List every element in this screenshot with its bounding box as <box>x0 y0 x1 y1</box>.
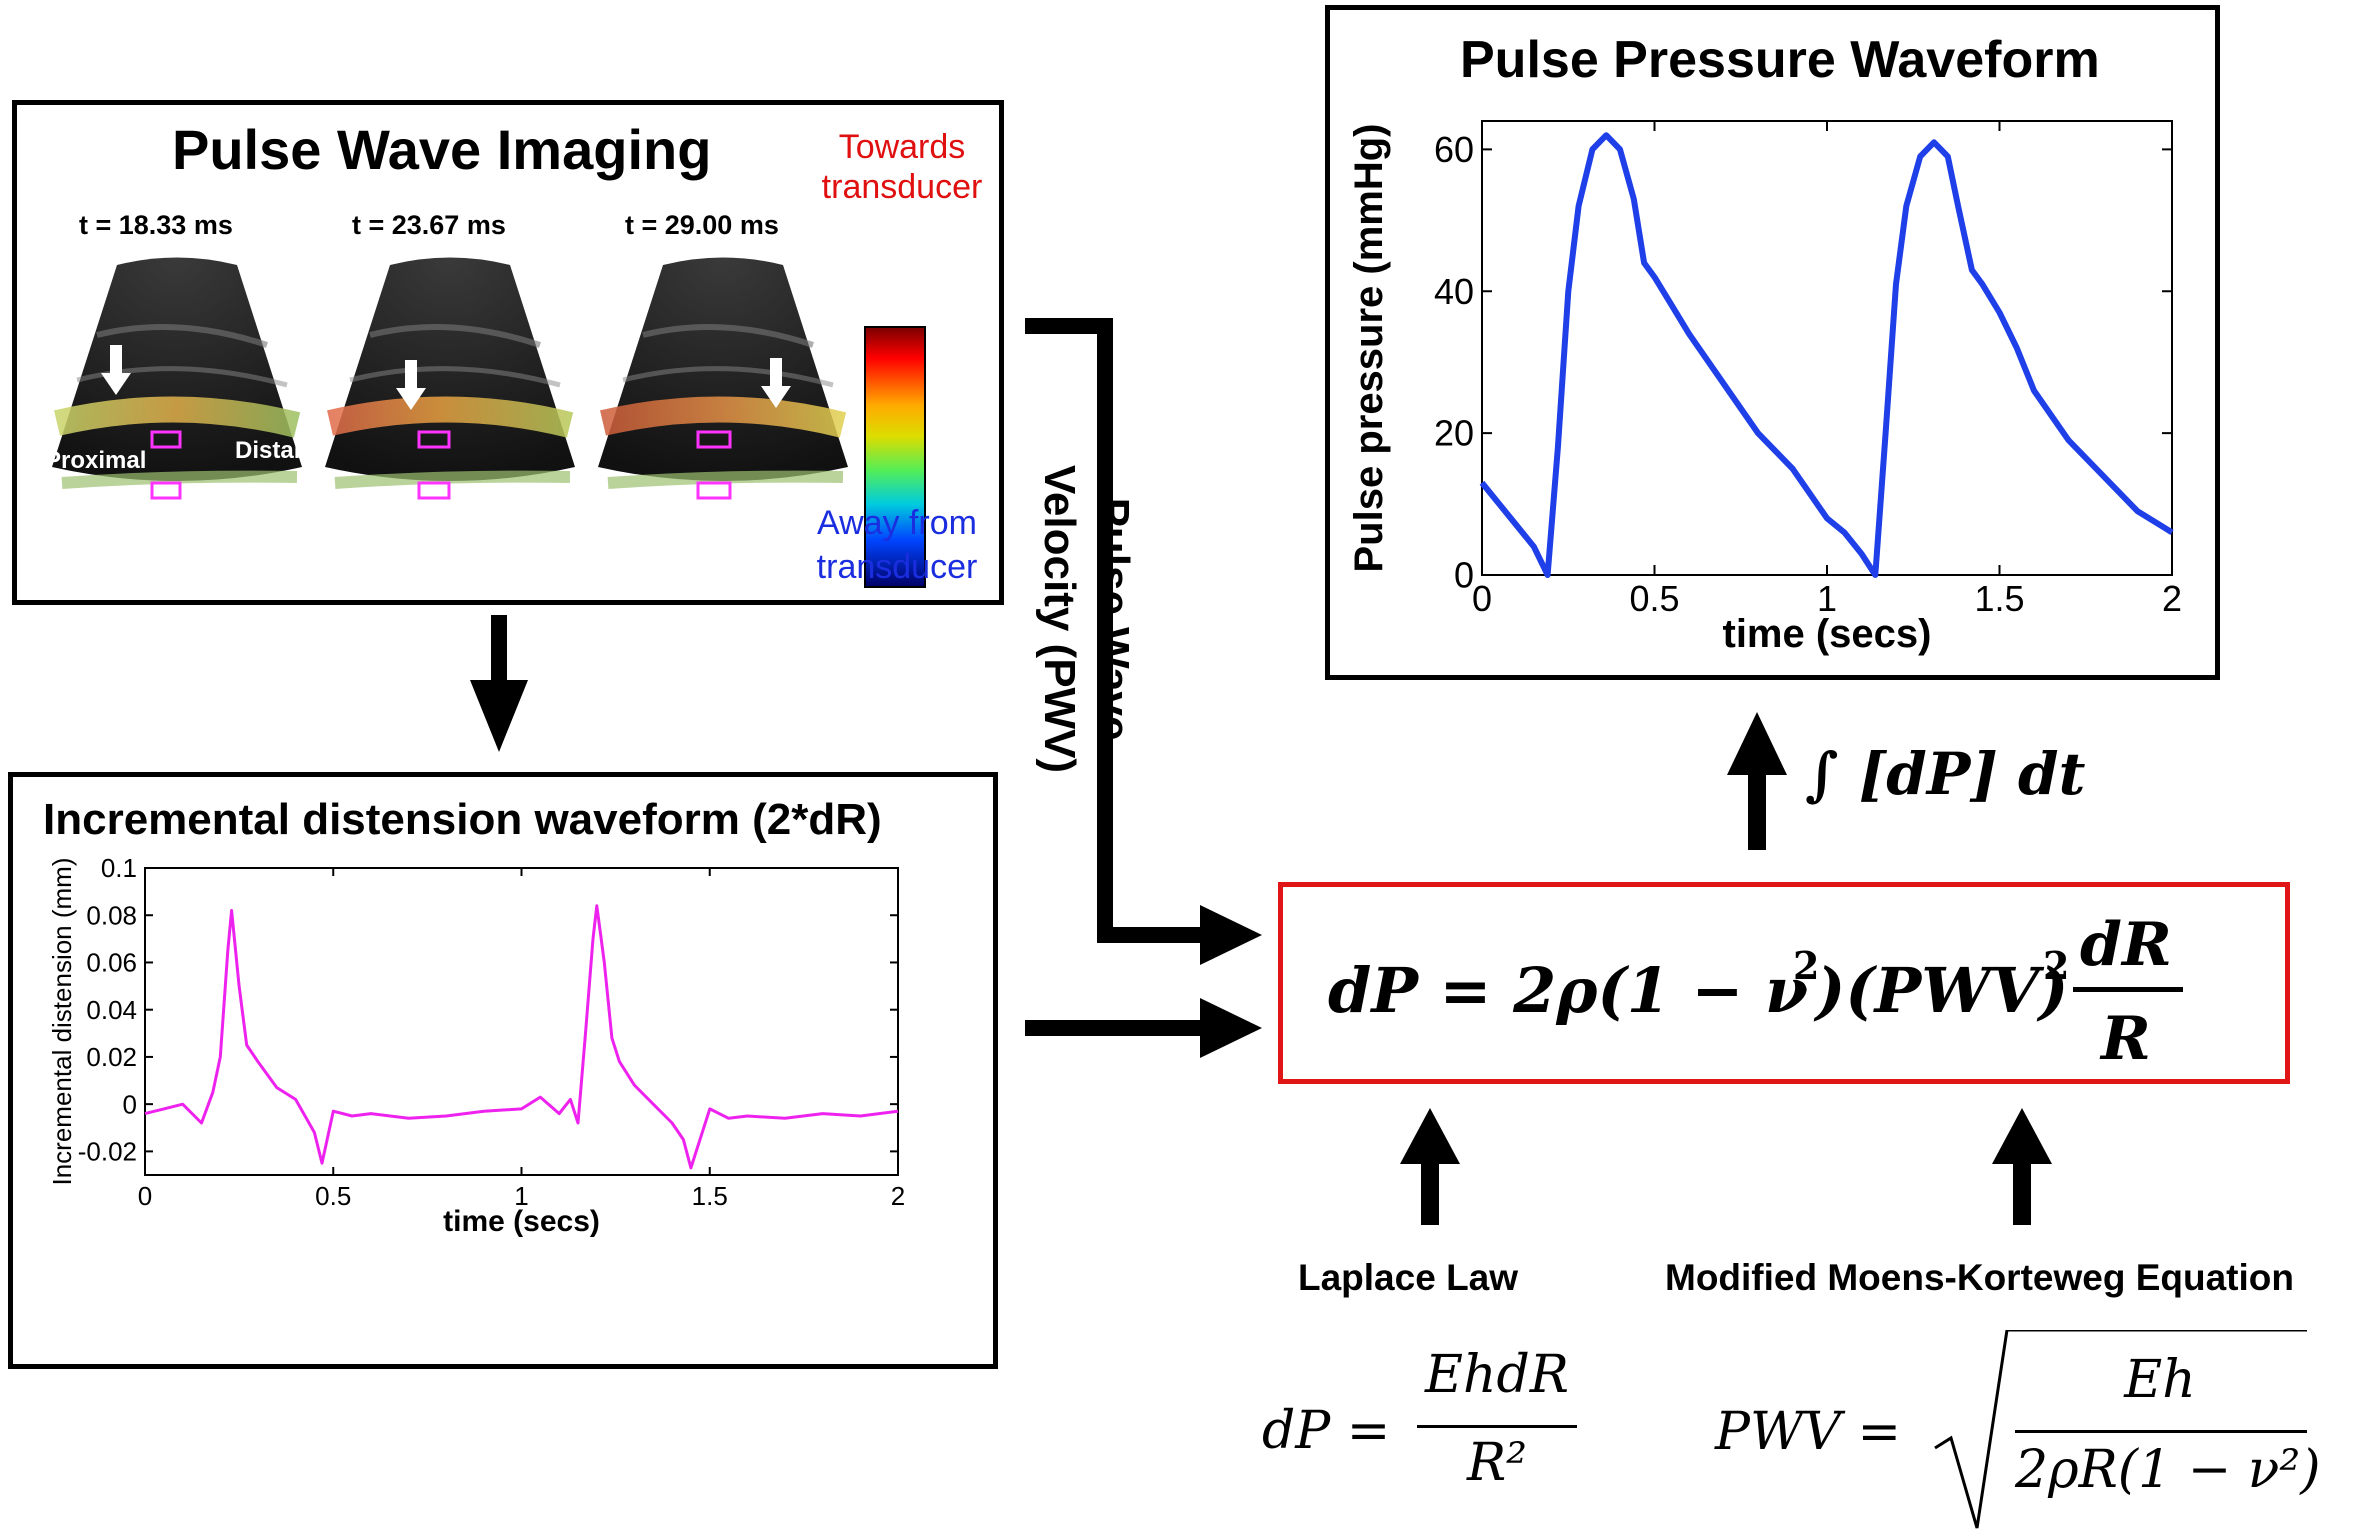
ultrasound-frame-1 <box>52 257 302 500</box>
up-arrow-icon <box>1727 712 1787 850</box>
colorbar-top-line1: Towards <box>838 128 966 166</box>
colorbar-top-line2: transducer <box>821 168 983 206</box>
pressure-ytick-label: 40 <box>1434 271 1474 312</box>
moens-lhs: PWV = <box>1715 1402 1902 1462</box>
colorbar-bottom-line1: Away from <box>817 504 977 542</box>
laplace-equation: dP = EhdR R² <box>1262 1345 1592 1495</box>
distension-title: Incremental distension waveform (2*dR) <box>43 795 882 844</box>
integral-label: ∫ [dP] dt <box>1805 740 2086 808</box>
distal-label: Distal <box>235 437 301 464</box>
laplace-denominator: R² <box>1467 1433 1527 1493</box>
laplace-fraction-bar <box>1417 1425 1577 1428</box>
pressure-series-line <box>1479 132 2174 578</box>
svg-text:2: 2 <box>1793 943 1819 988</box>
colorbar-bottom-label: Away from transducer <box>797 501 997 589</box>
pressure-ytick-label: 0 <box>1454 555 1474 596</box>
moens-label: Modified Moens-Korteweg Equation <box>1665 1257 2294 1298</box>
main-equation-box: dP = 2ρ(1 − ν 2 )(PWV) 2 dR R <box>1278 882 2290 1084</box>
distension-xtick-label: 1 <box>514 1181 528 1211</box>
svg-text:2: 2 <box>2043 943 2069 988</box>
moens-up-arrow-icon <box>1992 1108 2052 1225</box>
distension-ytick-label: 0 <box>123 1089 137 1119</box>
ultrasound-frame-3 <box>598 257 848 500</box>
pressure-panel: Pulse Pressure Waveform 0 0.5 1 1.5 2 60 40 20 0… <box>1325 5 2220 680</box>
pwi-panel: Pulse Wave Imaging t = 18.33 ms t = 23.6… <box>12 100 1004 605</box>
moens-equation: PWV = Eh 2ρR(1 − ν²) <box>1715 1330 2355 1530</box>
pressure-ylabel: Pulse pressure (mmHg) <box>1347 123 1391 572</box>
laplace-up-arrow-icon <box>1400 1108 1460 1225</box>
distension-ylabel: Incremental distension (mm) <box>47 858 77 1186</box>
pressure-axes: 0 0.5 1 1.5 2 60 40 20 0 time (secs) Pulse pressur… <box>1347 120 2182 656</box>
frame-time-label-1: t = 18.33 ms <box>79 210 233 240</box>
frame-time-label-3: t = 29.00 ms <box>625 210 779 240</box>
distension-ytick-label: 0.1 <box>101 853 137 883</box>
pressure-xtick-label: 1 <box>1817 578 1837 619</box>
pressure-ytick-label: 60 <box>1434 129 1474 170</box>
distension-ytick-label: 0.08 <box>86 900 137 930</box>
distension-panel: Incremental distension waveform (2*dR) 0… <box>8 772 998 1369</box>
svg-text:R: R <box>2099 1004 2151 1074</box>
laplace-numerator: EhdR <box>1425 1345 1569 1405</box>
ultrasound-frames <box>52 257 926 588</box>
distension-ytick-label: -0.02 <box>78 1136 137 1166</box>
pressure-xtick-label: 0.5 <box>1629 578 1679 619</box>
pwi-title: Pulse Wave Imaging <box>172 118 712 181</box>
pressure-title: Pulse Pressure Waveform <box>1460 31 2100 89</box>
main-equation: dP = 2ρ(1 − ν 2 )(PWV) 2 dR R <box>1328 910 2183 1074</box>
moens-denominator: 2ρR(1 − ν²) <box>2015 1440 2321 1500</box>
laplace-lhs: dP = <box>1262 1401 1391 1461</box>
distension-ytick-label: 0.02 <box>86 1042 137 1072</box>
distension-xlabel: time (secs) <box>443 1205 600 1238</box>
right-arrow-icon <box>1025 998 1262 1058</box>
ultrasound-frame-2 <box>325 257 575 500</box>
proximal-label: Proximal <box>45 447 147 474</box>
pressure-ytick-label: 20 <box>1434 413 1474 454</box>
distension-xtick-label: 1.5 <box>692 1181 728 1211</box>
distension-plot-frame <box>144 867 899 1176</box>
pwv-connector-arrow <box>1025 318 1262 965</box>
pressure-xtick-label: 2 <box>2162 578 2182 619</box>
pressure-plot-frame <box>1481 120 2173 576</box>
svg-text:dR: dR <box>2080 910 2172 980</box>
svg-text:dP = 2ρ(1 − ν: dP = 2ρ(1 − ν <box>1328 954 1808 1027</box>
pressure-chart: 0 0.5 1 1.5 2 60 40 20 0 time (secs) Pulse pressur… <box>1347 120 2182 656</box>
pwv-label-line2: Velocity (PWV) <box>1035 465 1084 774</box>
colorbar-bottom-line2: transducer <box>816 548 978 586</box>
moens-numerator: Eh <box>2124 1350 2196 1410</box>
pwv-label-line1: Pulse Wave <box>1089 497 1138 741</box>
distension-series-line <box>144 904 899 1170</box>
distension-ytick-label: 0.04 <box>86 995 137 1025</box>
down-arrow-icon <box>470 615 528 752</box>
distension-xtick-label: 2 <box>891 1181 905 1211</box>
pressure-xlabel: time (secs) <box>1723 612 1932 656</box>
frame-time-label-2: t = 23.67 ms <box>352 210 506 240</box>
pressure-xtick-label: 0 <box>1472 578 1492 619</box>
svg-text:)(PWV): )(PWV) <box>1813 954 2068 1027</box>
distension-xtick-label: 0 <box>138 1181 152 1211</box>
distension-ytick-label: 0.06 <box>86 948 137 978</box>
colorbar-top-label: Towards transducer <box>812 127 992 207</box>
velocity-colorbar <box>864 326 926 588</box>
moens-fraction-bar <box>2015 1430 2307 1433</box>
sqrt-icon <box>1934 1330 2307 1529</box>
distension-xtick-label: 0.5 <box>315 1181 351 1211</box>
laplace-label: Laplace Law <box>1298 1257 1519 1298</box>
pressure-xtick-label: 1.5 <box>1974 578 2024 619</box>
